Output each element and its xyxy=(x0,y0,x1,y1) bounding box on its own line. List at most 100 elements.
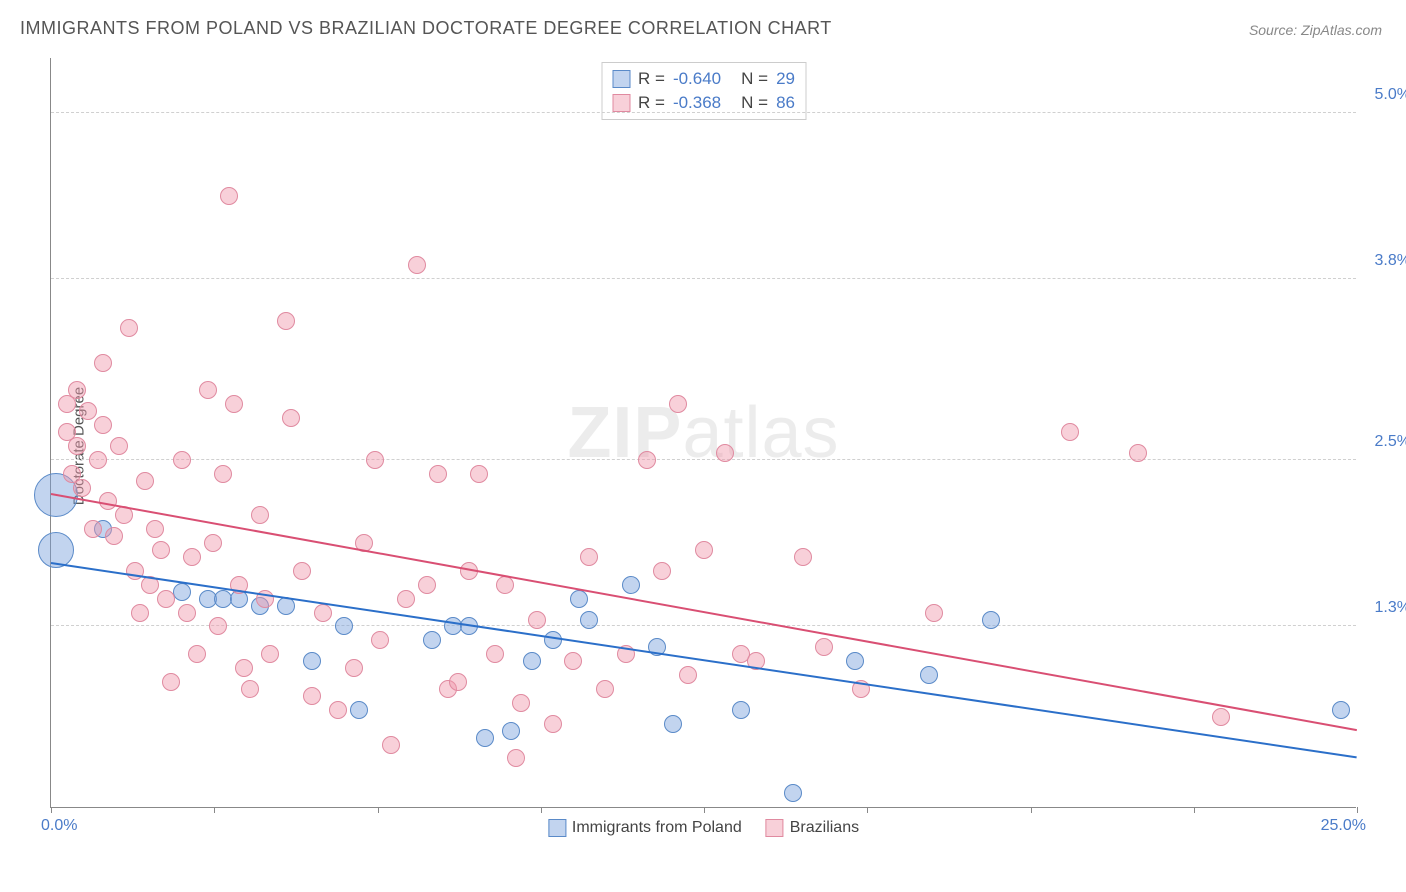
x-axis-max-label: 25.0% xyxy=(1321,817,1366,835)
legend-stats-poland: R = -0.640N = 29 xyxy=(612,67,795,91)
data-point-brazilians xyxy=(178,604,196,622)
data-point-brazilians xyxy=(220,187,238,205)
data-point-brazilians xyxy=(110,437,128,455)
data-point-poland xyxy=(580,611,598,629)
data-point-brazilians xyxy=(282,409,300,427)
data-point-brazilians xyxy=(679,666,697,684)
legend-item-poland: Immigrants from Poland xyxy=(548,819,742,837)
data-point-brazilians xyxy=(564,652,582,670)
data-point-brazilians xyxy=(695,541,713,559)
data-point-poland xyxy=(784,784,802,802)
data-point-brazilians xyxy=(131,604,149,622)
data-point-brazilians xyxy=(146,520,164,538)
data-point-brazilians xyxy=(73,479,91,497)
data-point-brazilians xyxy=(188,645,206,663)
data-point-brazilians xyxy=(136,472,154,490)
data-point-brazilians xyxy=(418,576,436,594)
data-point-poland xyxy=(544,631,562,649)
data-point-brazilians xyxy=(94,354,112,372)
legend-label: Immigrants from Poland xyxy=(572,819,742,837)
legend-item-brazilians: Brazilians xyxy=(766,819,859,837)
data-point-brazilians xyxy=(669,395,687,413)
data-point-brazilians xyxy=(596,680,614,698)
data-point-poland xyxy=(523,652,541,670)
y-tick-label: 5.0% xyxy=(1361,86,1406,104)
data-point-brazilians xyxy=(157,590,175,608)
data-point-brazilians xyxy=(1129,444,1147,462)
data-point-brazilians xyxy=(1061,423,1079,441)
data-point-brazilians xyxy=(199,381,217,399)
data-point-poland xyxy=(173,583,191,601)
x-tick xyxy=(867,807,868,813)
data-point-poland xyxy=(622,576,640,594)
data-point-brazilians xyxy=(925,604,943,622)
data-point-poland xyxy=(476,729,494,747)
r-value: -0.640 xyxy=(673,69,721,89)
data-point-poland xyxy=(502,722,520,740)
data-point-brazilians xyxy=(794,548,812,566)
watermark-bold: ZIP xyxy=(567,393,682,473)
scatter-plot-area: ZIPatlas R = -0.640N = 29R = -0.368N = 8… xyxy=(50,58,1356,808)
data-point-brazilians xyxy=(470,465,488,483)
n-value: 86 xyxy=(776,93,795,113)
legend-swatch xyxy=(612,70,630,88)
data-point-brazilians xyxy=(105,527,123,545)
data-point-brazilians xyxy=(277,312,295,330)
data-point-brazilians xyxy=(162,673,180,691)
gridline xyxy=(51,625,1356,626)
data-point-brazilians xyxy=(815,638,833,656)
x-axis-min-label: 0.0% xyxy=(41,817,77,835)
r-label: R = xyxy=(638,93,665,113)
data-point-brazilians xyxy=(366,451,384,469)
y-tick-label: 2.5% xyxy=(1361,433,1406,451)
data-point-brazilians xyxy=(79,402,97,420)
data-point-brazilians xyxy=(314,604,332,622)
data-point-brazilians xyxy=(653,562,671,580)
data-point-poland xyxy=(732,701,750,719)
gridline xyxy=(51,112,1356,113)
x-tick xyxy=(214,807,215,813)
x-tick xyxy=(51,807,52,813)
series-legend: Immigrants from Poland Brazilians xyxy=(548,819,859,837)
data-point-brazilians xyxy=(173,451,191,469)
r-label: R = xyxy=(638,69,665,89)
data-point-brazilians xyxy=(204,534,222,552)
data-point-brazilians xyxy=(371,631,389,649)
data-point-brazilians xyxy=(120,319,138,337)
chart-title: IMMIGRANTS FROM POLAND VS BRAZILIAN DOCT… xyxy=(20,18,832,39)
data-point-brazilians xyxy=(261,645,279,663)
data-point-brazilians xyxy=(303,687,321,705)
data-point-brazilians xyxy=(209,617,227,635)
data-point-brazilians xyxy=(397,590,415,608)
data-point-brazilians xyxy=(512,694,530,712)
x-tick xyxy=(1031,807,1032,813)
watermark: ZIPatlas xyxy=(567,392,839,474)
gridline xyxy=(51,278,1356,279)
data-point-brazilians xyxy=(251,506,269,524)
legend-swatch xyxy=(766,819,784,837)
data-point-brazilians xyxy=(214,465,232,483)
data-point-poland xyxy=(423,631,441,649)
data-point-brazilians xyxy=(293,562,311,580)
x-tick xyxy=(704,807,705,813)
y-tick-label: 1.3% xyxy=(1361,599,1406,617)
x-tick xyxy=(1194,807,1195,813)
x-tick xyxy=(1357,807,1358,813)
data-point-brazilians xyxy=(329,701,347,719)
legend-label: Brazilians xyxy=(790,819,859,837)
x-tick xyxy=(378,807,379,813)
x-tick xyxy=(541,807,542,813)
data-point-brazilians xyxy=(1212,708,1230,726)
source-attribution: Source: ZipAtlas.com xyxy=(1249,22,1382,38)
data-point-poland xyxy=(846,652,864,670)
data-point-brazilians xyxy=(152,541,170,559)
data-point-brazilians xyxy=(84,520,102,538)
data-point-brazilians xyxy=(486,645,504,663)
data-point-poland xyxy=(335,617,353,635)
legend-swatch xyxy=(548,819,566,837)
data-point-brazilians xyxy=(507,749,525,767)
data-point-brazilians xyxy=(382,736,400,754)
n-label: N = xyxy=(741,93,768,113)
data-point-poland xyxy=(1332,701,1350,719)
legend-swatch xyxy=(612,94,630,112)
